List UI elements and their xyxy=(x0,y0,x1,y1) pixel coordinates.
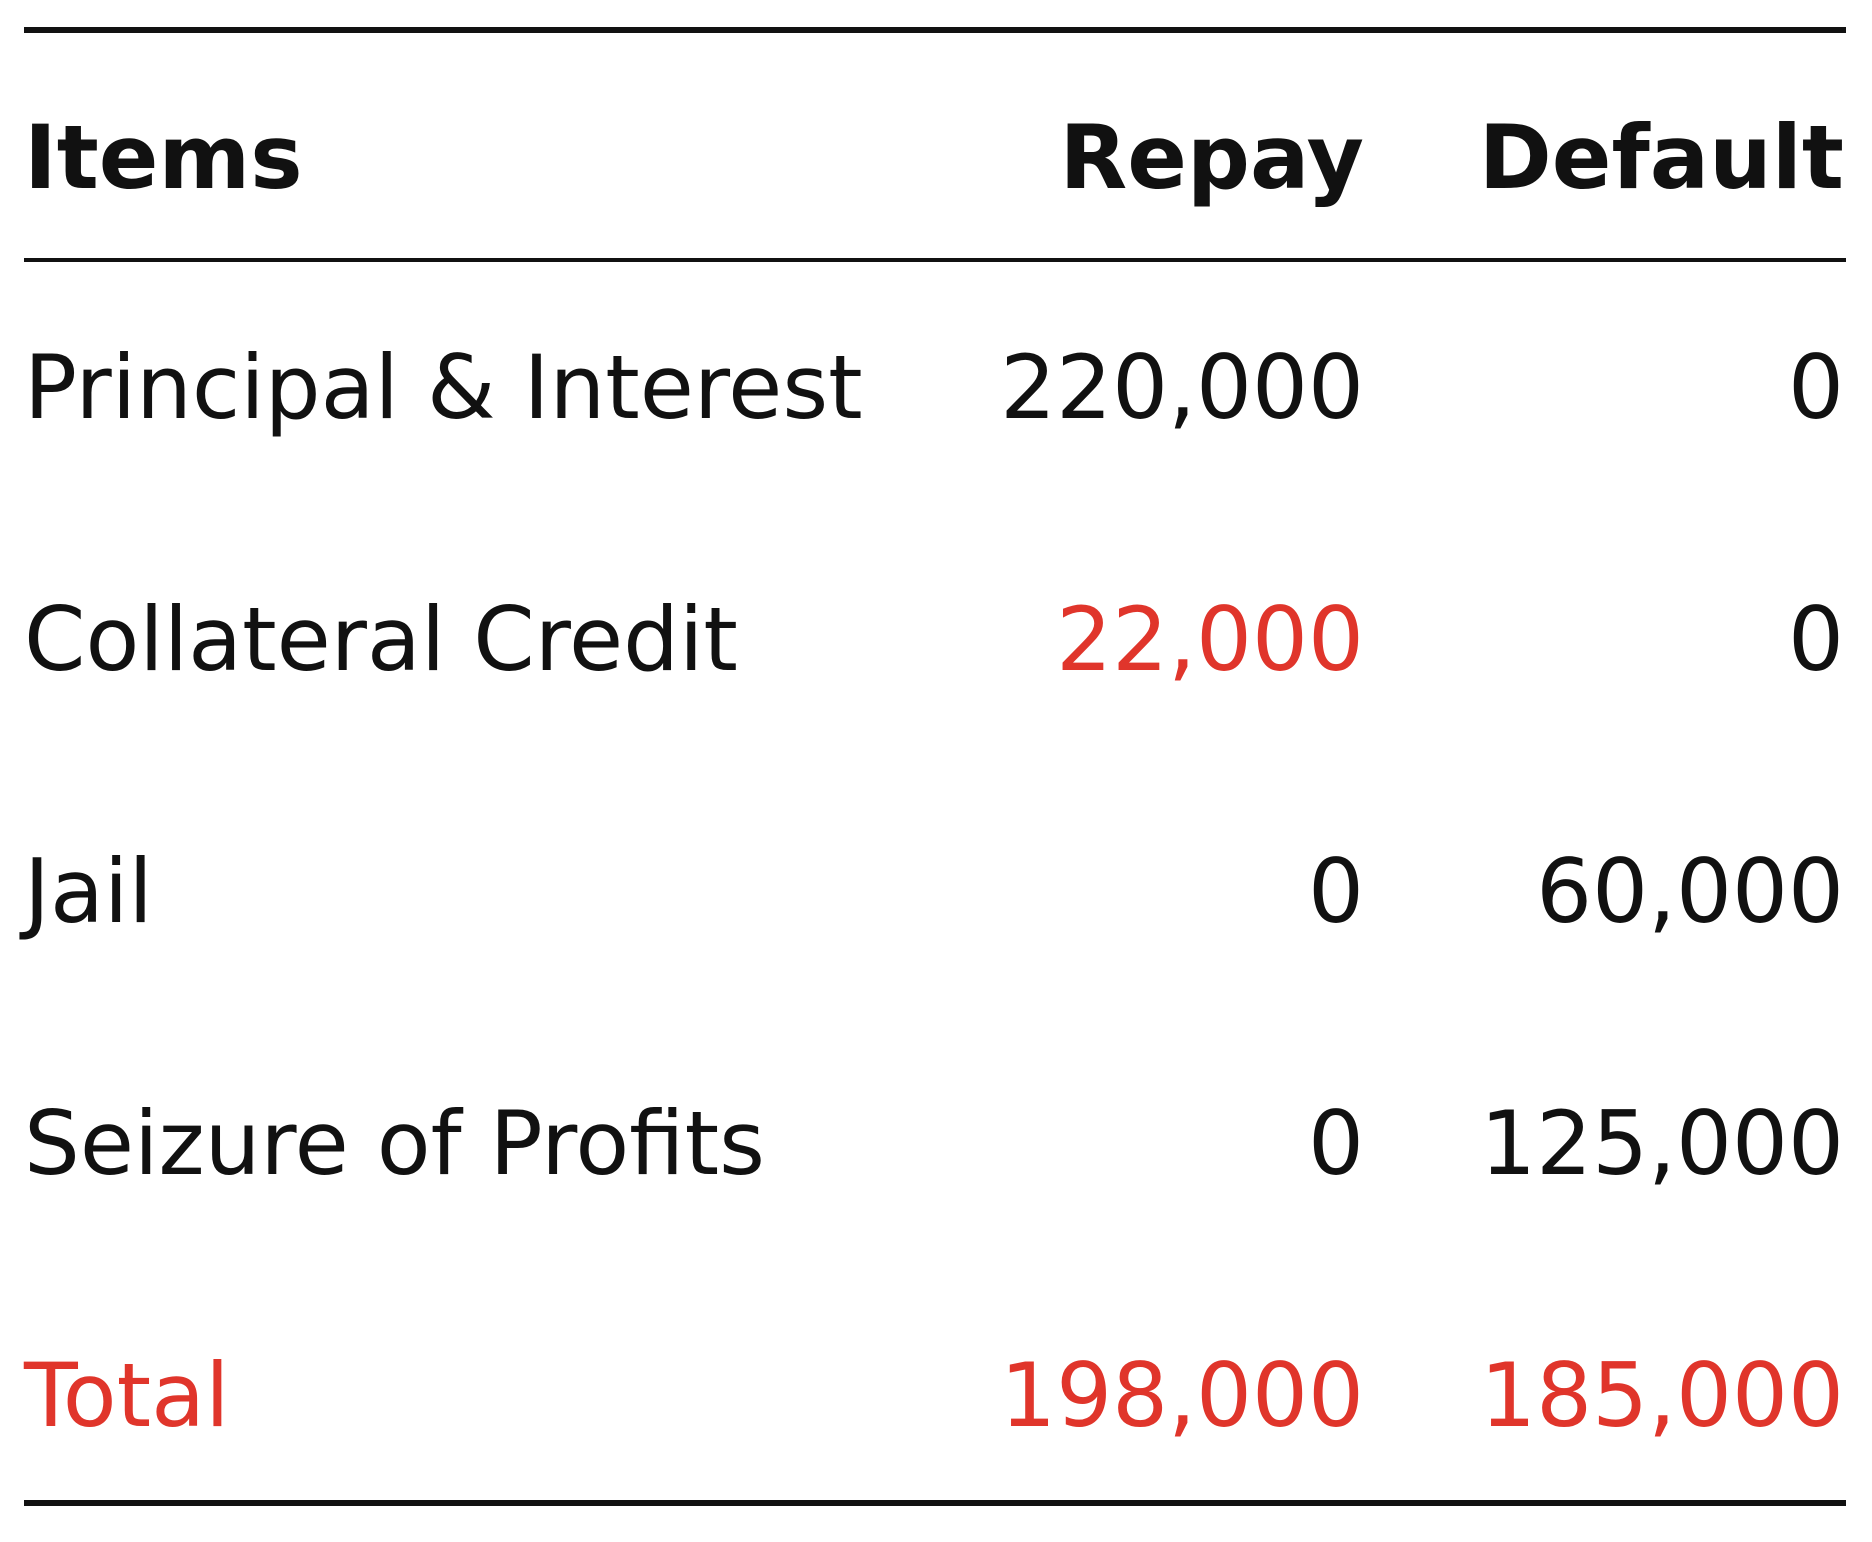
row-label: Seizure of Profits xyxy=(24,1092,765,1195)
row-label: Jail xyxy=(19,840,153,943)
cell: 60,000 xyxy=(1536,840,1844,943)
row-label: Total xyxy=(23,1344,230,1447)
cell: 198,000 xyxy=(1000,1344,1364,1447)
cell: 0 xyxy=(1308,840,1364,943)
cell: 220,000 xyxy=(1000,336,1364,439)
header-cell: Items xyxy=(24,106,303,209)
header-cell: Repay xyxy=(1060,106,1364,209)
cell: 125,000 xyxy=(1480,1092,1844,1195)
row-label: Collateral Credit xyxy=(24,588,738,691)
row-label: Principal & Interest xyxy=(24,336,863,439)
header-cell: Default xyxy=(1479,106,1844,209)
cell: 22,000 xyxy=(1056,588,1364,691)
cell: 185,000 xyxy=(1480,1344,1844,1447)
cell: 0 xyxy=(1308,1092,1364,1195)
cell: 0 xyxy=(1788,336,1844,439)
cell: 0 xyxy=(1788,588,1844,691)
